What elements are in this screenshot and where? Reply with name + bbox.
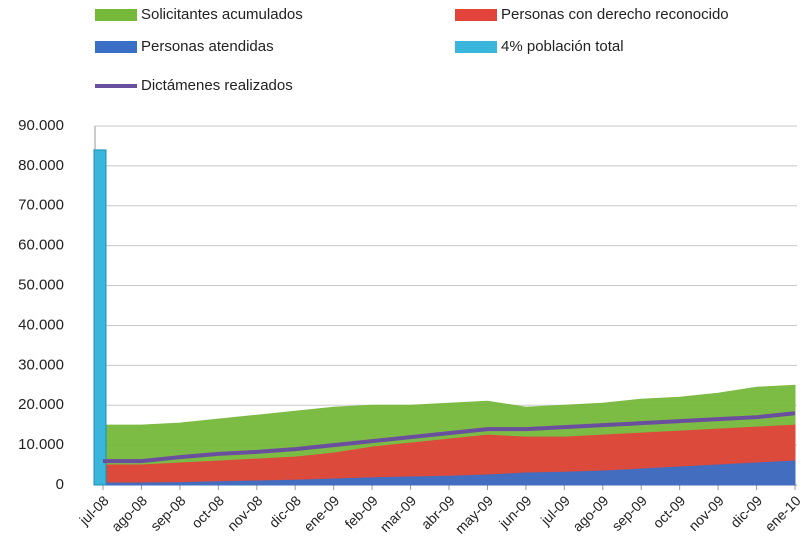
legend-label: 4% población total	[501, 38, 624, 55]
x-tick-label: oct-09	[650, 492, 689, 531]
legend-label: Solicitantes acumulados	[141, 6, 303, 23]
legend-label: Personas con derecho reconocido	[501, 6, 729, 23]
x-tick-label: mar-09	[377, 492, 420, 535]
x-tick-label: sep-09	[608, 492, 650, 534]
legend-label: Dictámenes realizados	[141, 77, 293, 94]
x-tick-label: jul-09	[537, 492, 573, 528]
y-tick-label: 80.000	[18, 157, 64, 174]
x-tick-label: feb-09	[341, 492, 381, 532]
x-tick-label: ene-10	[762, 492, 801, 534]
legend-swatch	[95, 41, 137, 53]
x-tick-label: dic-08	[266, 492, 304, 530]
y-tick-label: 50.000	[18, 277, 64, 294]
y-tick-label: 90.000	[18, 117, 64, 134]
y-tick-label: 40.000	[18, 316, 64, 333]
line	[103, 411, 796, 464]
legend-swatch	[455, 41, 497, 53]
y-tick-label: 10.000	[18, 436, 64, 453]
legend-swatch	[455, 9, 497, 21]
x-tick-label: ene-09	[300, 492, 342, 534]
y-tick-label: 30.000	[18, 356, 64, 373]
x-tick-label: nov-08	[224, 492, 266, 534]
x-tick-label: jun-09	[495, 492, 535, 532]
bar	[93, 149, 107, 486]
x-tick-label: ago-08	[108, 492, 150, 534]
x-tick-label: sep-08	[147, 492, 189, 534]
y-tick-label: 20.000	[18, 396, 64, 413]
x-tick-label: nov-09	[685, 492, 727, 534]
x-tick-label: oct-08	[188, 492, 227, 531]
y-tick-label: 0	[56, 476, 64, 493]
legend-label: Personas atendidas	[141, 38, 274, 55]
x-tick-label: jul-08	[76, 492, 112, 528]
y-tick-label: 60.000	[18, 237, 64, 254]
y-tick-label: 70.000	[18, 197, 64, 214]
legend-swatch	[95, 9, 137, 21]
area	[102, 460, 796, 486]
x-tick-label: ago-09	[569, 492, 611, 534]
x-tick-label: may-09	[452, 492, 496, 536]
x-tick-label: dic-09	[727, 492, 765, 530]
